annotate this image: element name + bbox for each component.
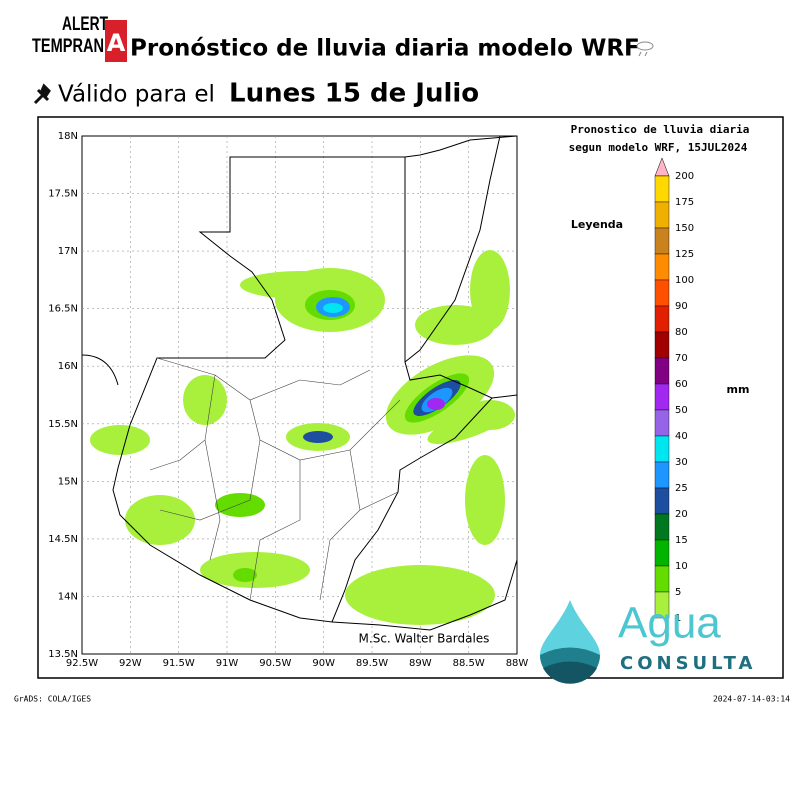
- legend-title-1: Pronostico de lluvia diaria: [571, 123, 750, 136]
- unit: mm: [727, 383, 750, 396]
- subtitle-prefix: Válido para el: [58, 82, 215, 108]
- lat-label: 18N: [58, 131, 78, 142]
- colorbar-segment: [654, 383, 670, 411]
- lat-label: 15.5N: [48, 419, 78, 430]
- colorbar-segment: [654, 331, 670, 359]
- lat-label: 16N: [58, 361, 78, 372]
- rain: [90, 250, 515, 625]
- colorbar-label: 150: [675, 223, 694, 234]
- logo-top: ALERT: [62, 14, 108, 35]
- colorbar-segment: [654, 565, 670, 593]
- colorbar-label: 90: [675, 301, 688, 312]
- colorbar-segment: [654, 591, 670, 619]
- footer-left: GrADS: COLA/IGES: [14, 695, 91, 704]
- lon-label: 92.5W: [66, 658, 98, 669]
- colorbar-segment: [654, 227, 670, 255]
- lat-label: 14N: [58, 591, 78, 602]
- logo-letter: A: [107, 29, 126, 57]
- pin-icon: [33, 83, 51, 105]
- colorbar-segment: [654, 201, 670, 229]
- colorbar-segment: [654, 253, 670, 281]
- colorbar: 200 175 150 125 100 90 80 70 60 50 40 30 25 20 15 10 5 1: [654, 171, 694, 624]
- subtitle-date: Lunes 15 de Julio: [229, 79, 479, 109]
- colorbar-segment: [654, 175, 670, 203]
- colorbar-segment: [654, 279, 670, 307]
- colorbar-label: 50: [675, 405, 688, 416]
- rain-icon: [636, 41, 654, 57]
- lon-label: 88W: [506, 658, 529, 669]
- lat-label: 17.5N: [48, 189, 78, 200]
- lat-label: 17N: [58, 246, 78, 257]
- map-frame: [37, 116, 784, 679]
- colorbar-label: 80: [675, 327, 688, 338]
- colorbar-label: 25: [675, 483, 688, 494]
- colorbar-segment: [654, 409, 670, 437]
- colorbar-arrow: [654, 157, 670, 177]
- lat-label: 13.5N: [48, 649, 78, 660]
- lat-label: 14.5N: [48, 534, 78, 545]
- footer-right: 2024-07-14-03:14: [713, 695, 790, 704]
- colorbar-segment: [654, 357, 670, 385]
- colorbar-label: 125: [675, 249, 694, 260]
- lon-label: 88.5W: [453, 658, 485, 669]
- colorbar-segment: [654, 513, 670, 541]
- logo-box: [105, 20, 127, 62]
- colorbar-label: 40: [675, 431, 688, 442]
- colorbar-segment: [654, 305, 670, 333]
- colorbar-label: 60: [675, 379, 688, 390]
- colorbar-label: 10: [675, 561, 688, 572]
- colorbar-label: 100: [675, 275, 694, 286]
- borders: [81, 135, 518, 631]
- colorbar-label: 30: [675, 457, 688, 468]
- brand-logo: [540, 600, 600, 684]
- colorbar-segment: [654, 487, 670, 515]
- lat-label: 16.5N: [48, 304, 78, 315]
- colorbar-label: 20: [675, 509, 688, 520]
- colorbar-label: 1: [675, 613, 681, 624]
- lat-label: 15N: [58, 476, 78, 487]
- colorbar-segment: [654, 461, 670, 489]
- lon-label: 89.5W: [356, 658, 388, 669]
- legend-label: Leyenda: [571, 218, 623, 231]
- lon-label: 89W: [409, 658, 432, 669]
- colorbar-label: 15: [675, 535, 688, 546]
- lon-label: 91.5W: [163, 658, 195, 669]
- legend-title-2: segun modelo WRF, 15JUL2024: [569, 141, 748, 154]
- brand-name: Agua: [618, 599, 721, 648]
- lon-label: 90W: [312, 658, 335, 669]
- colorbar-segment: [654, 435, 670, 463]
- colorbar-label: 175: [675, 197, 694, 208]
- title: Pronóstico de lluvia diaria modelo WRF: [130, 36, 640, 62]
- lon-label: 92W: [119, 658, 142, 669]
- logo: ALERT TEMPRAN A: [32, 14, 127, 62]
- brand-tagline: CONSULTA: [620, 653, 756, 674]
- lon-label: 91W: [216, 658, 239, 669]
- colorbar-label: 200: [675, 171, 694, 182]
- lon-label: 90.5W: [259, 658, 291, 669]
- colorbar-label: 5: [675, 587, 681, 598]
- logo-bottom: TEMPRAN: [32, 36, 104, 57]
- credit: M.Sc. Walter Bardales: [359, 632, 490, 646]
- colorbar-segment: [654, 539, 670, 567]
- grid: 18N 17.5N 17N 16.5N 16N 15.5N 15N 14.5N 14N 13.5N…: [48, 131, 528, 669]
- colorbar-label: 70: [675, 353, 688, 364]
